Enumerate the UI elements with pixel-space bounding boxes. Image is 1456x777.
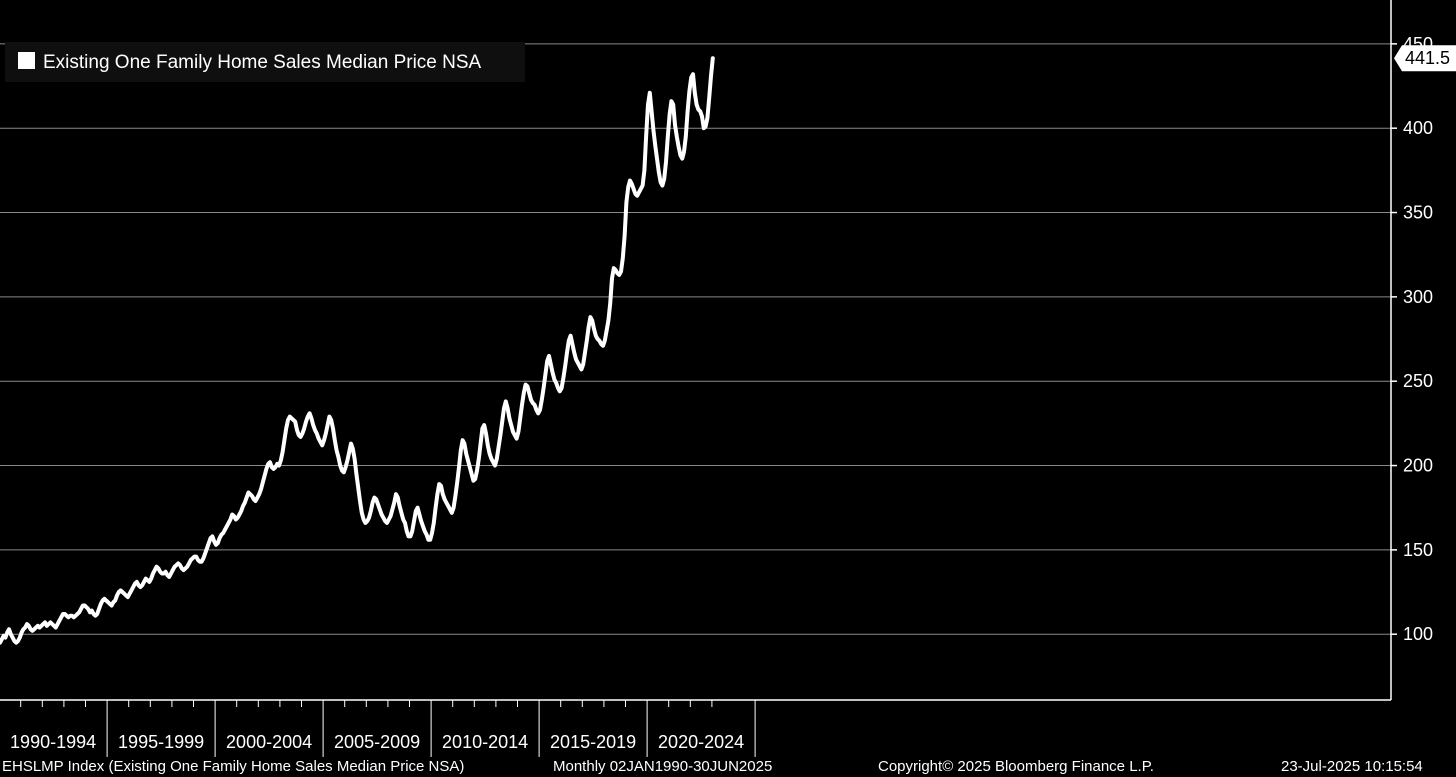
y-tick-label-300: 300 — [1403, 287, 1433, 307]
legend-swatch — [18, 52, 35, 69]
x-tick-label-1990-1994: 1990-1994 — [10, 732, 96, 752]
axes-frame — [0, 0, 1392, 701]
y-tick-label-100: 100 — [1403, 624, 1433, 644]
y-tick-label-400: 400 — [1403, 118, 1433, 138]
legend-background — [5, 42, 525, 82]
last-value-label: 441.5 — [1405, 48, 1450, 68]
footer-copyright: Copyright© 2025 Bloomberg Finance L.P. — [878, 758, 1154, 775]
x-tick-label-2020-2024: 2020-2024 — [658, 732, 744, 752]
last-value-box — [1394, 45, 1456, 72]
y-tick-label-250: 250 — [1403, 371, 1433, 391]
legend-box: Existing One Family Home Sales Median Pr… — [5, 42, 525, 82]
footer-index: EHSLMP Index (Existing One Family Home S… — [2, 758, 465, 775]
last-value-marker: 441.5 — [1394, 45, 1456, 72]
series-line — [0, 56, 715, 645]
series-layer — [0, 56, 715, 645]
x-tick-label-1995-1999: 1995-1999 — [118, 732, 204, 752]
legend-label: Existing One Family Home Sales Median Pr… — [43, 52, 482, 73]
footer-timestamp: 23-Jul-2025 10:15:54 — [1281, 758, 1423, 775]
y-tick-label-350: 350 — [1403, 203, 1433, 223]
gridlines — [0, 43, 1391, 635]
x-tick-label-2010-2014: 2010-2014 — [442, 732, 528, 752]
x-tick-label-2000-2004: 2000-2004 — [226, 732, 312, 752]
y-tick-label-150: 150 — [1403, 540, 1433, 560]
x-axis: 1990-1994 1995-1999 2000-2004 2005-2009 2010… — [10, 700, 756, 757]
footer-range: Monthly 02JAN1990-30JUN2025 — [553, 758, 773, 775]
y-tick-label-200: 200 — [1403, 456, 1433, 476]
x-tick-label-2005-2009: 2005-2009 — [334, 732, 420, 752]
x-tick-label-2015-2019: 2015-2019 — [550, 732, 636, 752]
